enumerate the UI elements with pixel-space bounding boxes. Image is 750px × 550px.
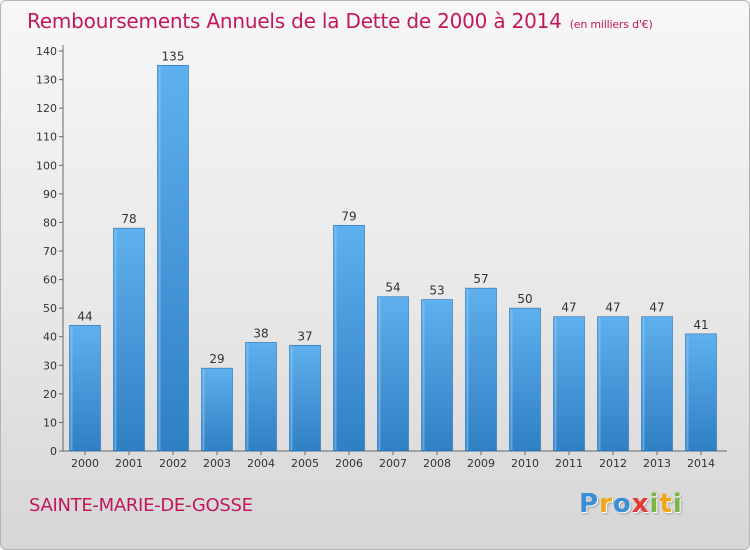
bar-highlight [554,317,557,450]
bar-value-label: 53 [429,284,444,298]
y-tick-label: 70 [43,245,57,258]
y-tick-label: 0 [50,445,57,458]
bar [245,342,277,452]
x-tick-label: 2004 [247,457,275,470]
bar-value-label: 44 [77,309,92,323]
y-tick-label: 50 [43,302,57,315]
x-tick-label: 2014 [687,457,715,470]
y-tick-label: 10 [43,416,57,429]
bar [553,316,585,452]
x-tick-label: 2007 [379,457,407,470]
y-tick-label: 40 [43,331,57,344]
bars [69,64,717,452]
bar-highlight [686,334,689,450]
bar [465,287,497,452]
chart-title-text: Remboursements Annuels de la Dette de 20… [27,9,562,33]
y-tick-label: 30 [43,359,57,372]
bar-highlight [466,289,469,450]
logo-letter: r [599,489,613,519]
bar-value-label: 47 [649,301,664,315]
bar [113,227,145,452]
x-tick-label: 2003 [203,457,231,470]
x-tick-label: 2013 [643,457,671,470]
logo-letter: i [672,489,683,519]
bar-highlight [114,229,117,450]
logo-letter: t [659,489,673,519]
y-tick-label: 60 [43,274,57,287]
bar-highlight [510,309,513,450]
logo-letter: x [631,489,650,519]
bar [69,324,101,452]
bar-highlight [70,326,73,450]
bar [289,344,321,452]
data-labels: 44 78 135 29 38 37 79 54 53 57 50 47 47 47 41 [77,49,708,366]
y-tick-label: 120 [36,102,57,115]
y-tick-label: 130 [36,74,57,87]
x-tick-label: 2009 [467,457,495,470]
bar-highlight [202,369,205,450]
chart-title: Remboursements Annuels de la Dette de 20… [27,9,653,33]
bar-highlight [158,66,161,451]
bar-value-label: 79 [341,209,356,223]
bar [201,367,233,452]
y-tick-label: 100 [36,159,57,172]
bar-value-label: 47 [605,301,620,315]
y-tick-label: 20 [43,388,57,401]
x-tick-label: 2011 [555,457,583,470]
y-tick-label: 110 [36,131,57,144]
x-tick-label: 2006 [335,457,363,470]
bar [157,64,189,452]
x-tick-label: 2001 [115,457,143,470]
bar-value-label: 78 [121,212,136,226]
bar-value-label: 57 [473,272,488,286]
logo-letter: i [649,489,660,519]
bar [377,296,409,452]
y-tick-label: 80 [43,216,57,229]
bar-highlight [334,226,337,450]
bar-value-label: 29 [209,352,224,366]
x-tick-label: 2012 [599,457,627,470]
commune-name: SAINTE-MARIE-DE-GOSSE [29,495,253,516]
y-tick-label: 140 [36,45,57,58]
bar-value-label: 38 [253,326,268,340]
logo-letter: o [612,489,632,519]
x-tick-label: 2010 [511,457,539,470]
bar-value-label: 135 [162,49,185,63]
bar [421,299,453,452]
bar-value-label: 41 [693,318,708,332]
bar [597,316,629,452]
x-tick-label: 2000 [71,457,99,470]
chart-unit: (en milliers d'€) [569,18,653,31]
bar [641,316,673,452]
proxiti-logo: Proxiti [579,489,683,519]
bar-highlight [290,346,293,450]
logo-letter: P [579,489,600,519]
bar [509,307,541,452]
bar-highlight [422,300,425,450]
x-tick-label: 2005 [291,457,319,470]
bar-value-label: 47 [561,301,576,315]
axes: 0 10 20 30 40 50 60 70 80 90 100 110 120 130 140 2000 20… [36,45,727,470]
x-tick-label: 2008 [423,457,451,470]
y-tick-label: 90 [43,188,57,201]
bar-highlight [246,343,249,450]
bar-value-label: 37 [297,329,312,343]
bar-highlight [598,317,601,450]
bar-value-label: 54 [385,281,400,295]
bar [685,333,717,452]
x-tick-label: 2002 [159,457,187,470]
bar-highlight [378,297,381,450]
bar [333,224,365,452]
bar-highlight [642,317,645,450]
bar-value-label: 50 [517,292,532,306]
